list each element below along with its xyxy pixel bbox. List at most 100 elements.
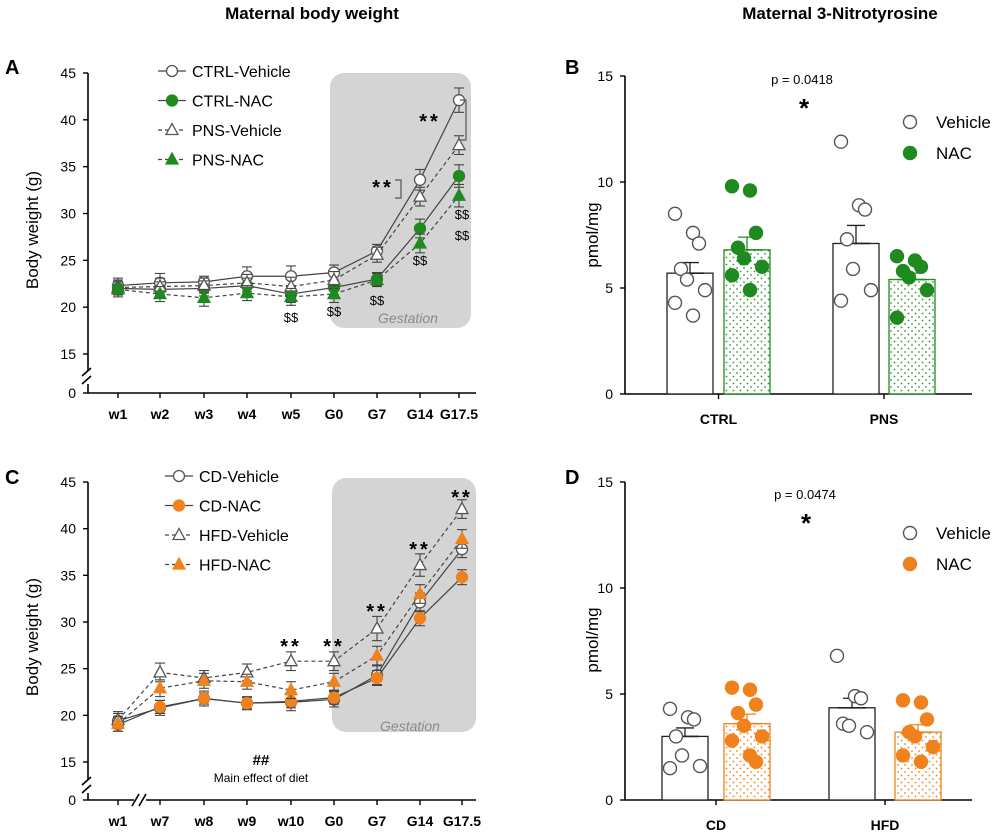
significance-marker: * xyxy=(801,508,812,538)
individual-point xyxy=(724,179,740,194)
series-line xyxy=(117,195,460,299)
individual-point xyxy=(754,729,770,744)
legend-marker xyxy=(902,525,918,541)
axis-break-mark xyxy=(131,793,140,807)
legend-entry: PNS-Vehicle xyxy=(158,122,282,140)
data-point xyxy=(283,653,299,667)
x-tick-label: G0 xyxy=(325,813,344,829)
y-tick-label: 15 xyxy=(597,474,613,490)
x-tick-label: w3 xyxy=(194,406,214,422)
x-tick-label: HFD xyxy=(871,817,900,832)
y-tick-label: 10 xyxy=(597,174,613,190)
data-point xyxy=(196,672,212,686)
x-tick-label: G14 xyxy=(407,813,434,829)
y-tick-label: 0 xyxy=(68,792,76,808)
x-tick-label: G0 xyxy=(325,406,344,422)
legend-marker xyxy=(902,145,918,161)
axis-break-mark xyxy=(81,367,92,377)
individual-point xyxy=(686,712,702,727)
y-tick-label: 40 xyxy=(60,521,76,537)
x-tick-label: w5 xyxy=(281,406,301,422)
y-tick-label: 15 xyxy=(60,754,76,770)
series-line xyxy=(117,538,463,725)
data-point xyxy=(451,187,467,201)
y-tick-label: 20 xyxy=(60,299,76,315)
dollar-marker: $$ xyxy=(370,293,385,308)
legend-marker xyxy=(171,527,187,541)
y-tick-label: 15 xyxy=(60,346,76,362)
y-axis-label: pmol/mg xyxy=(583,607,602,672)
data-point xyxy=(412,235,428,249)
legend-marker xyxy=(164,122,180,136)
individual-point xyxy=(748,697,764,712)
y-tick-label: 20 xyxy=(60,707,76,723)
axis-break-mark xyxy=(81,784,92,794)
dollar-marker: $$ xyxy=(413,253,428,268)
panel-label: C xyxy=(5,467,19,489)
individual-point xyxy=(919,712,935,727)
individual-point xyxy=(730,705,746,721)
y-tick-label: 0 xyxy=(68,385,76,401)
data-point xyxy=(326,673,342,687)
individual-point xyxy=(692,758,708,774)
data-point xyxy=(369,272,385,286)
individual-point xyxy=(895,693,911,708)
individual-point xyxy=(901,270,917,285)
gestation-shade xyxy=(332,478,476,732)
x-tick-label: w1 xyxy=(108,406,128,422)
significance-marker: ** xyxy=(280,636,302,658)
right-column-title: Maternal 3-Nitrotyrosine xyxy=(742,4,938,23)
dollar-marker: $$ xyxy=(327,304,342,319)
legend-entry: CTRL-NAC xyxy=(158,94,273,111)
legend-label: CTRL-Vehicle xyxy=(192,64,291,81)
y-axis-label: Body weight (g) xyxy=(23,578,42,696)
significance-marker: ** xyxy=(409,539,431,561)
individual-point xyxy=(742,682,758,697)
x-tick-label: w8 xyxy=(194,813,214,829)
legend-label: CD-Vehicle xyxy=(199,469,279,486)
x-tick-label: G17.5 xyxy=(440,406,478,422)
individual-point xyxy=(691,236,707,251)
significance-marker: ** xyxy=(419,111,441,133)
legend-label: Vehicle xyxy=(936,113,991,132)
legend-label: HFD-Vehicle xyxy=(199,528,289,545)
legend-label: CTRL-NAC xyxy=(192,94,273,111)
x-tick-label: CTRL xyxy=(700,411,738,427)
data-point xyxy=(370,671,384,685)
significance-bracket xyxy=(395,179,402,199)
axis-break-mark xyxy=(138,793,147,807)
y-tick-label: 0 xyxy=(605,386,613,402)
x-tick-label: G7 xyxy=(368,813,387,829)
individual-point xyxy=(845,261,861,277)
y-tick-label: 45 xyxy=(60,65,76,81)
individual-point xyxy=(889,310,905,325)
data-point xyxy=(369,246,385,260)
x-tick-label: w10 xyxy=(277,813,305,829)
p-value-label: p = 0.0418 xyxy=(771,72,833,87)
x-tick-label: w1 xyxy=(108,813,128,829)
axis-break-mark xyxy=(81,375,92,385)
individual-point xyxy=(748,754,764,770)
data-point xyxy=(326,272,342,286)
legend-entry: PNS-NAC xyxy=(158,151,264,170)
data-point xyxy=(412,557,428,571)
y-tick-label: 45 xyxy=(60,474,76,490)
data-point xyxy=(152,286,168,300)
panel-label: D xyxy=(565,467,579,489)
data-point xyxy=(413,173,427,186)
legend-entry: CD-NAC xyxy=(165,499,261,516)
legend-label: HFD-NAC xyxy=(199,558,271,575)
individual-point xyxy=(674,748,690,763)
y-tick-label: 5 xyxy=(605,280,613,296)
individual-point xyxy=(724,268,740,283)
y-tick-label: 35 xyxy=(60,159,76,175)
legend-marker xyxy=(171,556,187,570)
bar xyxy=(888,278,936,395)
x-tick-label: w2 xyxy=(150,406,170,422)
y-tick-label: 15 xyxy=(597,68,613,84)
panel-b-bar-chart: B 0 5 10 15 pmol/mg CTRL PNS Vehicle NAC p = 0.041… xyxy=(565,57,991,427)
data-point xyxy=(413,222,427,235)
individual-point xyxy=(679,272,695,287)
series-pns-vehicle xyxy=(110,135,467,297)
individual-point xyxy=(724,680,740,695)
